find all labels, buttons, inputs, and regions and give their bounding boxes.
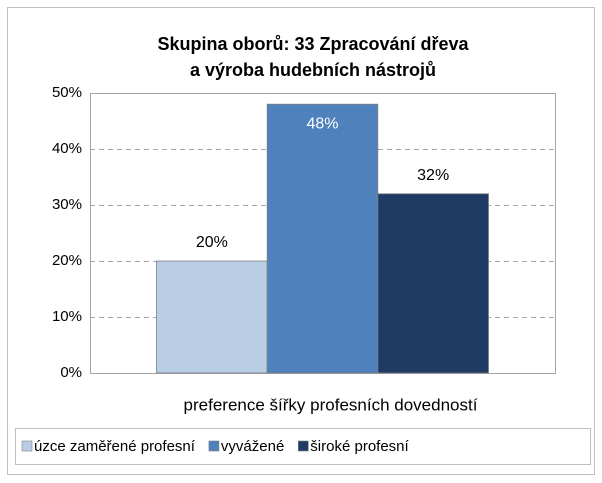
bar — [377, 193, 489, 374]
legend-swatch — [21, 440, 33, 452]
x-axis-label: preference šířky profesních dovedností — [184, 395, 478, 414]
y-tick-label: 20% — [52, 252, 82, 269]
y-tick-label: 0% — [60, 364, 82, 381]
data-label: 48% — [306, 115, 338, 132]
y-tick-label: 30% — [52, 196, 82, 213]
bar — [156, 260, 268, 374]
y-tick-label: 40% — [52, 140, 82, 157]
legend-label: vyvážené — [221, 438, 284, 455]
data-label: 20% — [196, 234, 228, 251]
legend-swatch — [297, 440, 309, 452]
legend-label: široké profesní — [310, 438, 409, 455]
y-tick-label: 10% — [52, 308, 82, 325]
data-label: 32% — [417, 167, 449, 184]
chart-title: Skupina oborů: 33 Zpracování dřeva — [157, 34, 469, 54]
legend-swatch — [208, 440, 220, 452]
bar — [266, 103, 379, 374]
chart-title: a výroba hudebních nástrojů — [190, 60, 436, 80]
y-tick-label: 50% — [52, 84, 82, 101]
plot-area — [90, 93, 556, 374]
legend-label: úzce zaměřené profesní — [34, 438, 196, 455]
legend-box — [15, 428, 591, 465]
